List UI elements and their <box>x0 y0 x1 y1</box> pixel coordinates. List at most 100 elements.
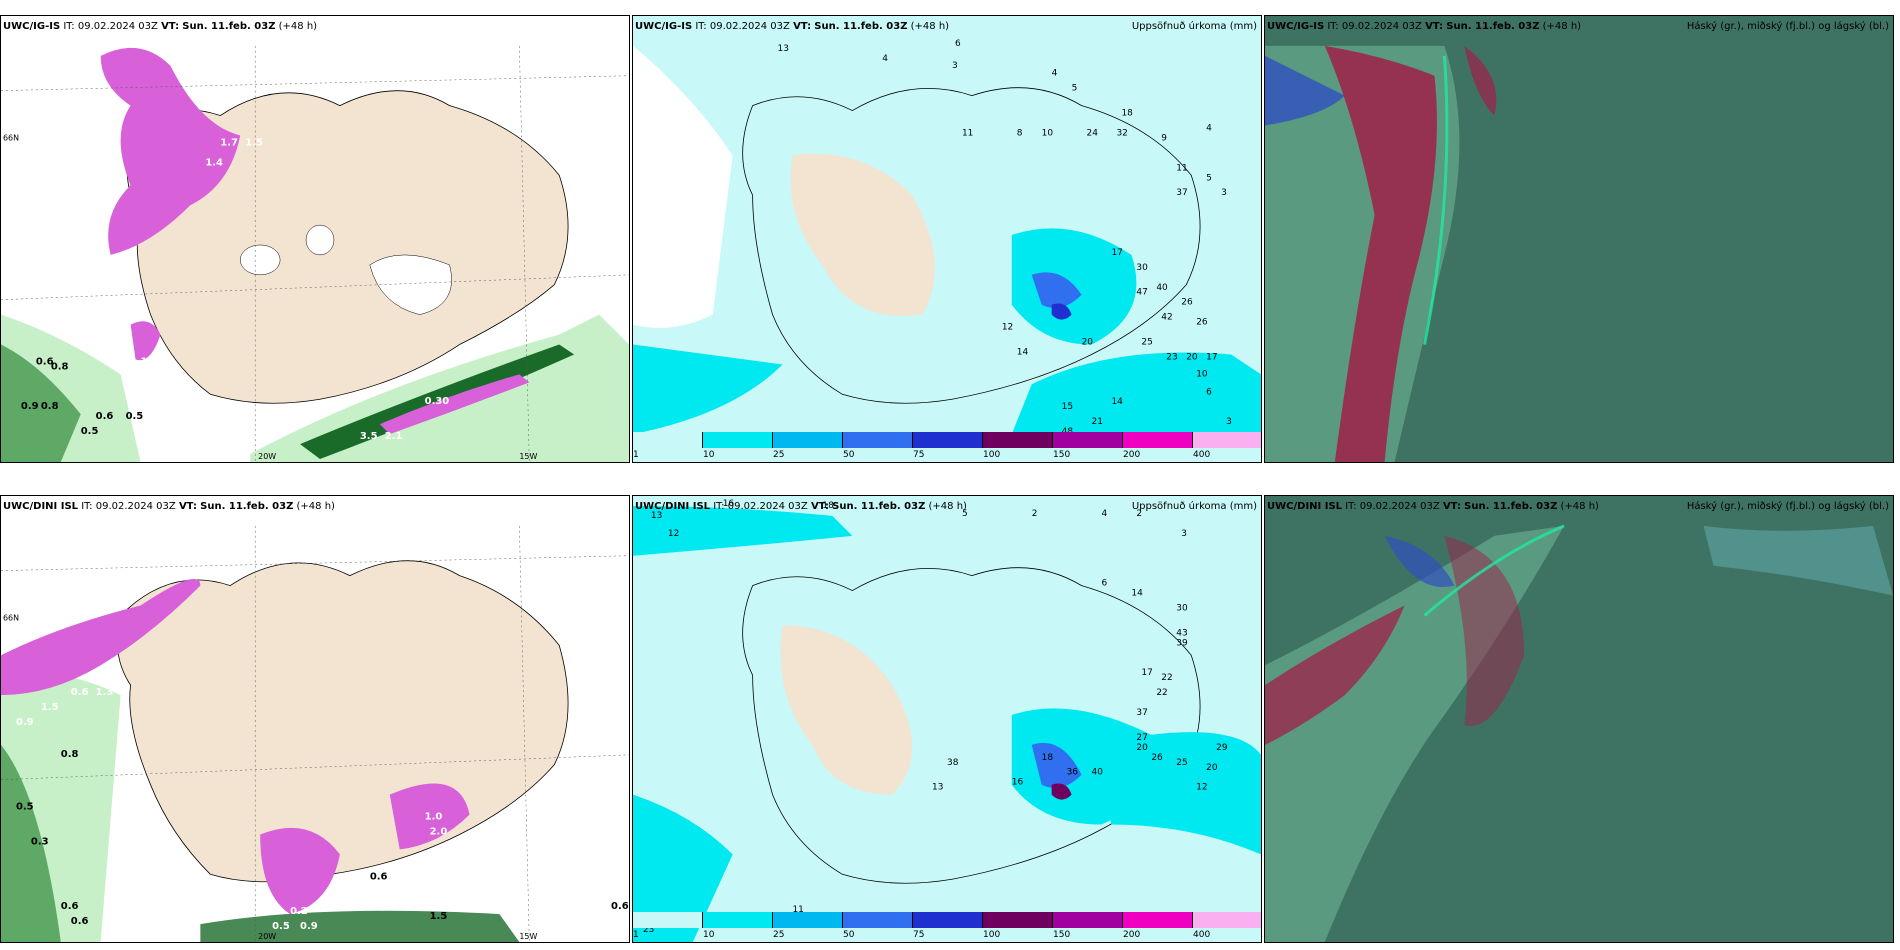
precip-value: 4 <box>1206 123 1212 133</box>
precip-value: 12 <box>1002 323 1013 333</box>
lead-time: (+48 h) <box>928 501 967 512</box>
colorbar-label: 10 <box>703 450 715 460</box>
model-name: UWC/DINI ISL <box>3 501 79 512</box>
lead-time: (+48 h) <box>278 21 318 32</box>
precip-colorbar: 1 10 25 50 75 100 150 200 400 <box>633 910 1261 942</box>
valid-time: Sun. 11.feb. 03Z <box>1446 21 1540 32</box>
precip-value: 0.6 <box>71 916 89 927</box>
panel-header: UWC/DINI ISL IT: 09.02.2024 03Z VT: Sun.… <box>1265 496 1893 518</box>
panel-precip-top: 13 4 6 3 4 5 11 8 10 24 32 18 9 4 11 37 … <box>632 15 1262 463</box>
it-label: IT: <box>1345 501 1357 512</box>
cloud-map-top <box>1265 16 1893 462</box>
precip-value: 2 <box>1136 509 1142 519</box>
precip-value: 14 <box>1131 589 1143 599</box>
colorbar-segment <box>633 912 703 928</box>
precip-value: 10 <box>1042 128 1054 138</box>
colorbar-segment <box>1053 432 1123 448</box>
colorbar-label: 200 <box>1123 450 1141 460</box>
precip-value: 0.6 <box>96 411 114 422</box>
model-name: UWC/IG-IS <box>3 21 61 32</box>
precip-value: 3 <box>952 61 958 71</box>
valid-time: Sun. 11.feb. 03Z <box>1464 501 1558 512</box>
precip-value: 1.3 <box>96 687 114 698</box>
precip-value: 0.5 <box>272 921 290 932</box>
precip-colorbar: 1 10 25 50 75 100 150 200 400 <box>633 430 1261 462</box>
panel-header: UWC/DINI ISL IT: 09.02.2024 03Z VT: Sun.… <box>633 496 1261 518</box>
colorbar-segment <box>773 912 843 928</box>
precip-value: 37 <box>1136 708 1147 718</box>
colorbar-segment <box>843 432 913 448</box>
precip-value: 18 <box>822 501 834 511</box>
colorbar-label: 50 <box>843 930 855 940</box>
precip-value: 6 <box>1206 387 1212 397</box>
panel-cloud-top: UWC/IG-IS IT: 09.02.2024 03Z VT: Sun. 11… <box>1264 15 1894 463</box>
lon-label: 15W <box>519 452 537 461</box>
lon-label: 15W <box>519 932 537 941</box>
precip-value: 14 <box>1017 347 1029 357</box>
precip-value: 0.6 <box>370 871 388 882</box>
precip-value: 25 <box>1141 338 1152 348</box>
lon-label: 20W <box>258 932 276 941</box>
colorbar-segment <box>983 432 1053 448</box>
precip-value: 4 <box>882 54 888 64</box>
init-time: 09.02.2024 03Z <box>95 501 176 512</box>
lon-label: 20W <box>258 452 276 461</box>
lead-time: (+48 h) <box>296 501 335 512</box>
precip-value: 12 <box>668 529 679 539</box>
colorbar-segment <box>1193 432 1261 448</box>
precip-value: 1.5 <box>430 911 448 922</box>
model-name: UWC/DINI ISL <box>635 501 711 512</box>
precip-value: 5 <box>1072 84 1078 94</box>
precip-value: 0.8 <box>61 749 79 760</box>
panel-subtitle: Uppsöfnuð úrkoma (mm) <box>1131 501 1257 512</box>
precip-value: 26 <box>1196 318 1208 328</box>
colorbar-label: 75 <box>913 930 925 940</box>
init-time: 09.02.2024 03Z <box>727 501 808 512</box>
valid-time: Sun. 11.feb. 03Z <box>814 21 908 32</box>
precip-value: 26 <box>1151 753 1163 763</box>
colorbar-segment <box>1123 432 1193 448</box>
it-label: IT: <box>695 21 707 32</box>
wind-precip-map-bottom: 66N 20W 15W 1.5 0.6 1.3 0.9 1.0 2.0 0.2 … <box>1 496 629 942</box>
precip-value: 42 <box>1161 313 1172 323</box>
init-time: 09.02.2024 03Z <box>1359 501 1440 512</box>
precip-value: 1.5 <box>245 137 263 148</box>
precip-value: 17 <box>1206 352 1217 362</box>
colorbar-label: 150 <box>1053 930 1071 940</box>
lead-time: (+48 h) <box>910 21 950 32</box>
panel-precip-bottom: 16 18 13 12 5 2 4 2 3 6 14 30 43 39 22 1… <box>632 495 1262 943</box>
precip-value: 26 <box>1181 298 1193 308</box>
vt-label: VT: <box>161 21 180 32</box>
precip-value: 0.5 <box>126 411 144 422</box>
precip-map-bottom: 16 18 13 12 5 2 4 2 3 6 14 30 43 39 22 1… <box>633 496 1261 942</box>
colorbar-label: 100 <box>983 930 1001 940</box>
panel-header: UWC/IG-IS IT: 09.02.2024 03Z VT: Sun. 11… <box>633 16 1261 38</box>
colorbar-segment <box>703 432 773 448</box>
precip-value: 0.4 <box>245 58 263 69</box>
model-name: UWC/IG-IS <box>635 21 693 32</box>
precip-value: 5 <box>962 509 968 519</box>
colorbar-segment <box>1053 912 1123 928</box>
colorbar-segment <box>1123 912 1193 928</box>
precip-value: 4 <box>1052 69 1058 79</box>
vt-label: VT: <box>1442 501 1461 512</box>
precip-value: 22 <box>1156 688 1167 698</box>
colorbar-label: 25 <box>773 450 785 460</box>
precip-value: 27 <box>1136 733 1147 743</box>
precip-value: 1.0 <box>425 812 443 823</box>
precip-value: 21 <box>1092 417 1103 427</box>
precip-value: 13 <box>932 783 943 793</box>
precip-value: 29 <box>1216 743 1228 753</box>
precip-value: 11 <box>1176 163 1187 173</box>
precip-value: 1.7 <box>220 137 238 148</box>
vt-label: VT: <box>1425 21 1444 32</box>
precip-value: 25 <box>1176 758 1187 768</box>
precip-value: 0.6 <box>36 356 54 367</box>
colorbar-label: 25 <box>773 930 785 940</box>
precip-value: 13 <box>651 511 662 521</box>
precip-value: 30 <box>1136 263 1148 273</box>
precip-value: 0.7 <box>170 58 188 69</box>
colorbar-label: 150 <box>1053 450 1071 460</box>
colorbar-segment <box>913 912 983 928</box>
precip-map-top: 13 4 6 3 4 5 11 8 10 24 32 18 9 4 11 37 … <box>633 16 1261 462</box>
